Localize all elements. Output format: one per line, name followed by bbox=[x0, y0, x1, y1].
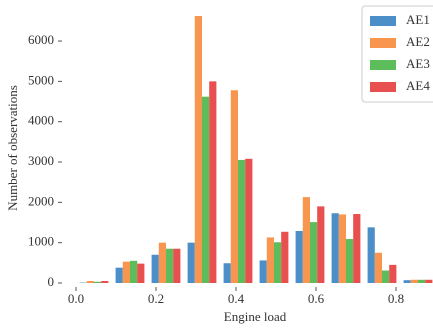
x-tick-label: 0.8 bbox=[388, 291, 404, 306]
bar bbox=[130, 260, 138, 283]
x-tick-label: 0.6 bbox=[308, 291, 325, 306]
bar bbox=[173, 248, 181, 283]
bar bbox=[137, 263, 145, 283]
bar bbox=[317, 206, 325, 283]
bar bbox=[187, 242, 195, 283]
bar bbox=[94, 281, 102, 283]
legend-swatch bbox=[370, 82, 396, 92]
bar bbox=[425, 279, 433, 283]
legend-swatch bbox=[370, 16, 396, 26]
y-tick-label: 1000 bbox=[28, 234, 54, 249]
bar bbox=[331, 213, 339, 283]
x-tick-label: 0.0 bbox=[68, 291, 84, 306]
bar bbox=[115, 267, 123, 283]
bar bbox=[101, 280, 109, 283]
bar bbox=[122, 261, 130, 283]
y-tick-label: 6000 bbox=[28, 32, 54, 47]
bar bbox=[209, 81, 217, 283]
legend-label: AE3 bbox=[406, 56, 430, 71]
y-tick-label: 3000 bbox=[28, 153, 54, 168]
y-axis-label: Number of observations bbox=[5, 85, 20, 211]
bar bbox=[302, 197, 310, 283]
bar bbox=[310, 222, 318, 283]
bar bbox=[86, 280, 94, 283]
bar bbox=[230, 90, 238, 284]
bar bbox=[367, 227, 375, 283]
bar bbox=[158, 242, 166, 283]
y-tick-label: 5000 bbox=[28, 72, 54, 87]
x-tick-label: 0.4 bbox=[228, 291, 245, 306]
legend-swatch bbox=[370, 38, 396, 48]
bar bbox=[403, 280, 411, 283]
bar bbox=[295, 230, 303, 283]
legend-label: AE4 bbox=[406, 78, 430, 93]
legend-label: AE2 bbox=[406, 34, 430, 49]
bar bbox=[418, 279, 426, 283]
bar bbox=[374, 252, 382, 283]
x-tick-label: 0.2 bbox=[148, 291, 164, 306]
bar bbox=[238, 159, 246, 283]
legend-box bbox=[361, 5, 433, 103]
y-tick-label: 2000 bbox=[28, 193, 54, 208]
bar bbox=[346, 239, 354, 283]
bar bbox=[223, 263, 231, 283]
y-tick-label: 0 bbox=[48, 274, 55, 289]
x-axis-label: Engine load bbox=[224, 309, 287, 324]
bar bbox=[166, 248, 174, 283]
bar bbox=[389, 264, 397, 283]
bar bbox=[151, 254, 159, 283]
bar bbox=[274, 242, 282, 283]
bar bbox=[281, 231, 289, 283]
bar bbox=[245, 158, 253, 283]
bar bbox=[382, 270, 390, 283]
bar bbox=[202, 96, 210, 283]
y-tick-label: 4000 bbox=[28, 113, 54, 128]
bar bbox=[194, 16, 202, 283]
legend-swatch bbox=[370, 60, 396, 70]
bar bbox=[338, 214, 346, 283]
bar bbox=[259, 260, 267, 283]
bar bbox=[266, 237, 274, 283]
legend-label: AE1 bbox=[406, 12, 430, 27]
bar bbox=[410, 279, 418, 283]
bar bbox=[353, 214, 361, 283]
